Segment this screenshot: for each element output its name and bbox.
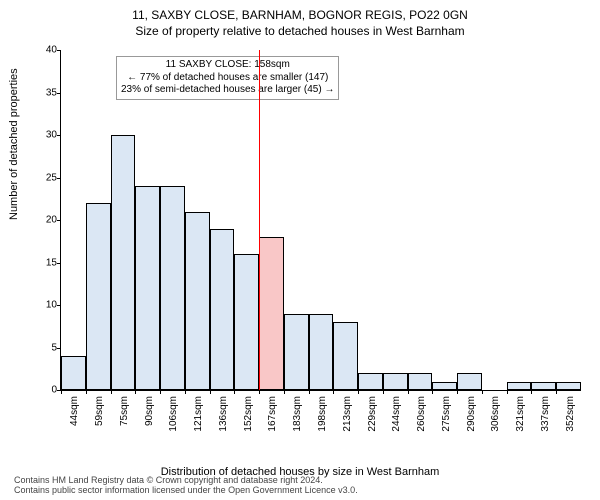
xtick-mark xyxy=(185,390,186,394)
histogram-bar xyxy=(259,237,284,390)
xtick-mark xyxy=(507,390,508,394)
xtick-label: 106sqm xyxy=(168,396,179,432)
histogram-bar xyxy=(135,186,160,390)
histogram-bar xyxy=(457,373,482,390)
xtick-label: 198sqm xyxy=(317,396,328,432)
histogram-bar xyxy=(556,382,581,391)
xtick-mark xyxy=(234,390,235,394)
annotation-line2: ← 77% of detached houses are smaller (14… xyxy=(121,72,334,85)
chart-title-main: 11, SAXBY CLOSE, BARNHAM, BOGNOR REGIS, … xyxy=(0,0,600,22)
histogram-bar xyxy=(61,356,86,390)
xtick-label: 75sqm xyxy=(119,396,130,426)
ytick-label: 10 xyxy=(37,300,57,311)
xtick-mark xyxy=(210,390,211,394)
xtick-mark xyxy=(61,390,62,394)
ytick-label: 5 xyxy=(37,342,57,353)
xtick-mark xyxy=(383,390,384,394)
xtick-mark xyxy=(309,390,310,394)
xtick-mark xyxy=(408,390,409,394)
ytick-mark xyxy=(57,305,61,306)
xtick-mark xyxy=(457,390,458,394)
histogram-bar xyxy=(234,254,259,390)
xtick-label: 321sqm xyxy=(515,396,526,432)
annotation-line3: 23% of semi-detached houses are larger (… xyxy=(121,84,334,97)
xtick-mark xyxy=(259,390,260,394)
ytick-mark xyxy=(57,50,61,51)
annotation-line1: 11 SAXBY CLOSE: 158sqm xyxy=(121,59,334,72)
footer-line2: Contains public sector information licen… xyxy=(14,486,358,496)
xtick-mark xyxy=(111,390,112,394)
histogram-bar xyxy=(86,203,111,390)
xtick-label: 59sqm xyxy=(94,396,105,426)
chart-container: 11, SAXBY CLOSE, BARNHAM, BOGNOR REGIS, … xyxy=(0,0,600,500)
ytick-label: 30 xyxy=(37,130,57,141)
xtick-label: 337sqm xyxy=(540,396,551,432)
xtick-mark xyxy=(284,390,285,394)
histogram-bar xyxy=(284,314,309,391)
xtick-label: 90sqm xyxy=(144,396,155,426)
histogram-bar xyxy=(531,382,556,391)
histogram-bar xyxy=(432,382,457,391)
ytick-mark xyxy=(57,178,61,179)
xtick-label: 244sqm xyxy=(391,396,402,432)
xtick-label: 152sqm xyxy=(243,396,254,432)
xtick-label: 213sqm xyxy=(342,396,353,432)
plot-area: 11 SAXBY CLOSE: 158sqm ← 77% of detached… xyxy=(60,50,581,391)
footer-attribution: Contains HM Land Registry data © Crown c… xyxy=(14,476,358,496)
histogram-bar xyxy=(185,212,210,391)
xtick-label: 290sqm xyxy=(466,396,477,432)
xtick-label: 183sqm xyxy=(292,396,303,432)
ytick-label: 25 xyxy=(37,172,57,183)
xtick-mark xyxy=(135,390,136,394)
annotation-box: 11 SAXBY CLOSE: 158sqm ← 77% of detached… xyxy=(116,56,339,100)
ytick-mark xyxy=(57,93,61,94)
xtick-label: 167sqm xyxy=(267,396,278,432)
xtick-mark xyxy=(86,390,87,394)
xtick-mark xyxy=(531,390,532,394)
xtick-label: 275sqm xyxy=(441,396,452,432)
xtick-mark xyxy=(160,390,161,394)
histogram-bar xyxy=(408,373,433,390)
ytick-label: 15 xyxy=(37,257,57,268)
ytick-label: 40 xyxy=(37,45,57,56)
xtick-mark xyxy=(432,390,433,394)
xtick-label: 121sqm xyxy=(193,396,204,432)
xtick-mark xyxy=(358,390,359,394)
histogram-bar xyxy=(160,186,185,390)
histogram-bar xyxy=(507,382,532,391)
xtick-label: 352sqm xyxy=(565,396,576,432)
ytick-mark xyxy=(57,348,61,349)
xtick-label: 229sqm xyxy=(367,396,378,432)
histogram-bar xyxy=(333,322,358,390)
histogram-bar xyxy=(358,373,383,390)
ytick-label: 20 xyxy=(37,215,57,226)
ytick-mark xyxy=(57,263,61,264)
xtick-label: 260sqm xyxy=(416,396,427,432)
histogram-bar xyxy=(383,373,408,390)
ytick-mark xyxy=(57,220,61,221)
xtick-label: 306sqm xyxy=(490,396,501,432)
ytick-mark xyxy=(57,135,61,136)
xtick-label: 136sqm xyxy=(218,396,229,432)
xtick-mark xyxy=(482,390,483,394)
histogram-bar xyxy=(210,229,235,391)
xtick-mark xyxy=(333,390,334,394)
histogram-bar xyxy=(111,135,136,390)
xtick-label: 44sqm xyxy=(69,396,80,426)
ytick-label: 35 xyxy=(37,87,57,98)
ytick-label: 0 xyxy=(37,385,57,396)
chart-title-sub: Size of property relative to detached ho… xyxy=(0,22,600,38)
y-axis-label: Number of detached properties xyxy=(8,68,20,220)
histogram-bar xyxy=(309,314,334,391)
marker-line xyxy=(259,50,260,390)
xtick-mark xyxy=(556,390,557,394)
